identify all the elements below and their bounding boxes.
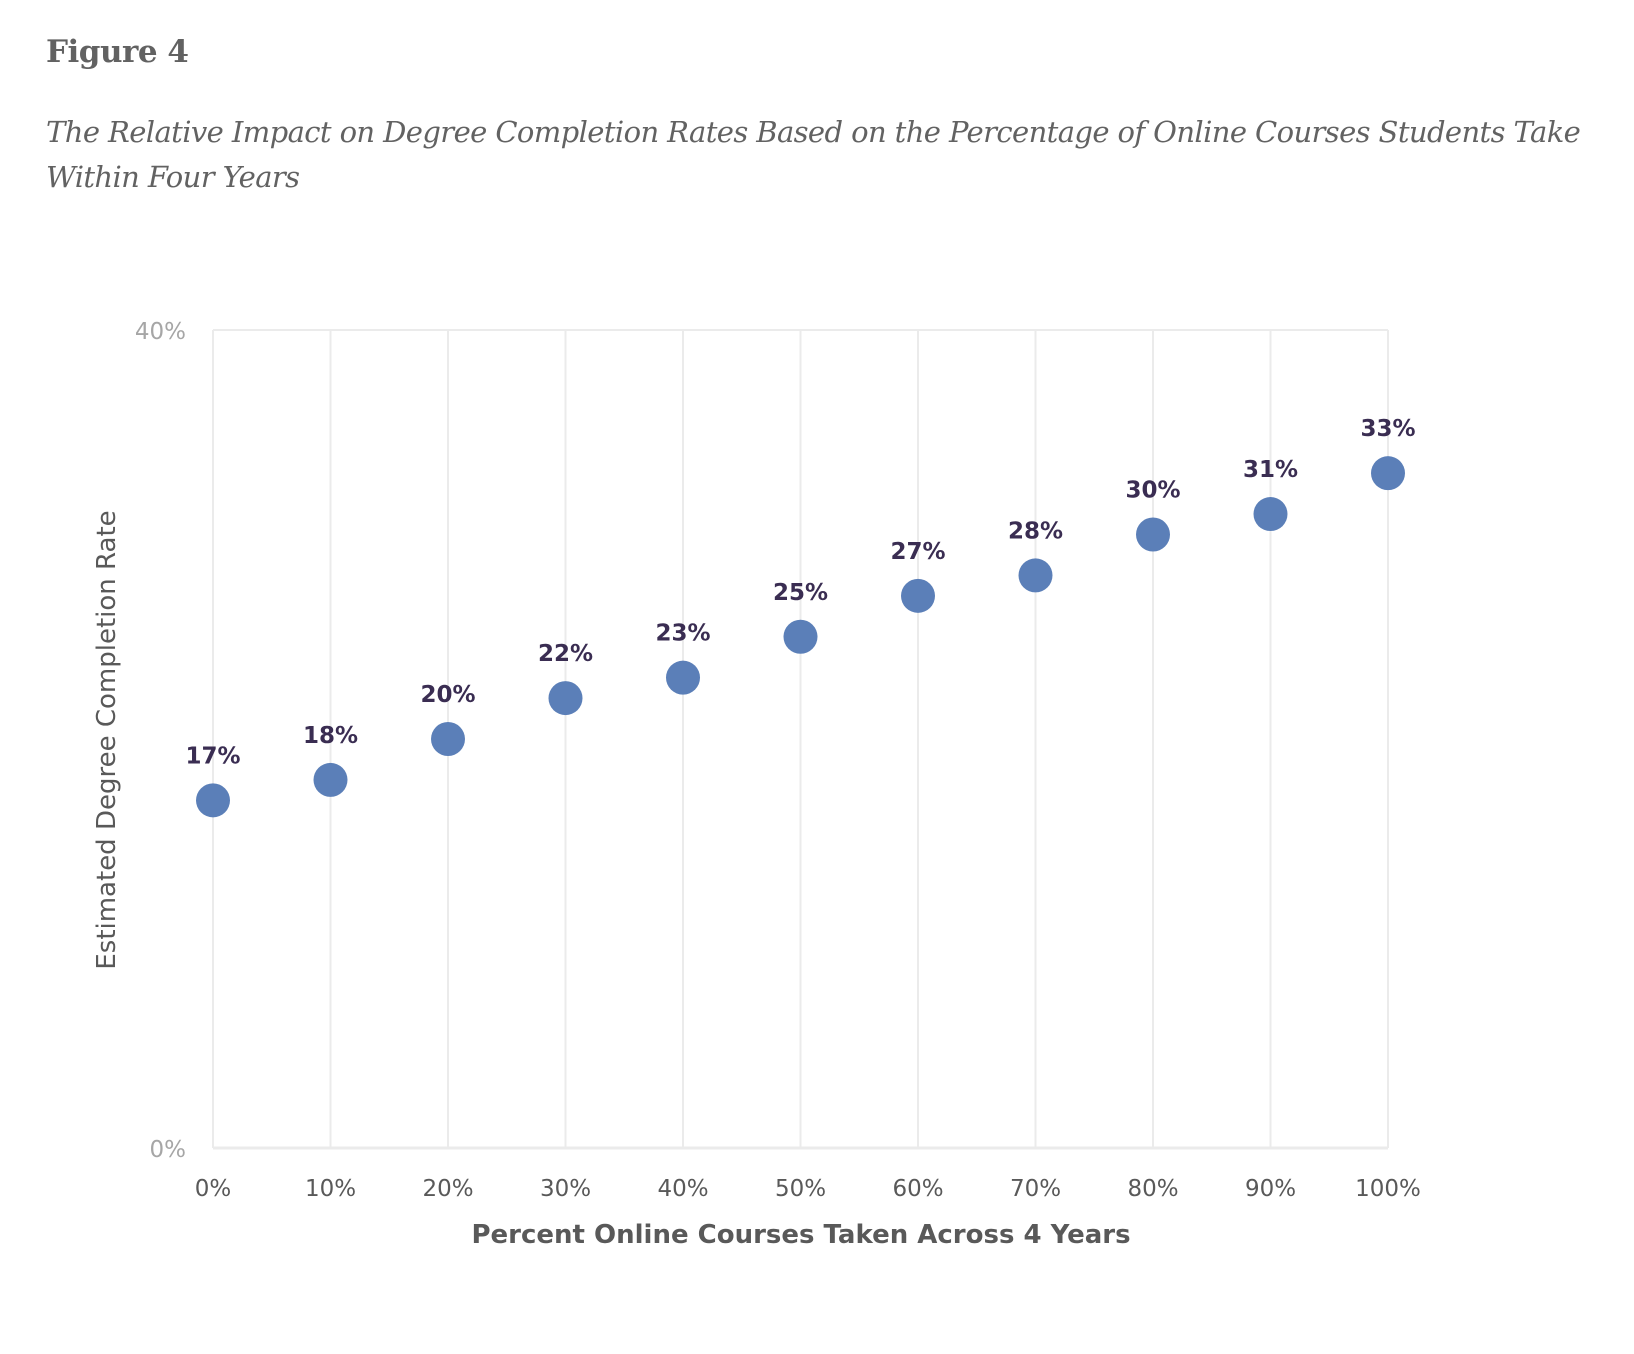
data-point: [196, 783, 230, 818]
data-point: [431, 722, 465, 756]
y-axis-title: Estimated Degree Completion Rate: [92, 510, 122, 969]
figure-title: The Relative Impact on Degree Completion…: [46, 115, 1581, 194]
x-tick-label: 90%: [1245, 1176, 1296, 1202]
data-label: 30%: [1125, 478, 1180, 504]
data-label: 31%: [1243, 457, 1298, 483]
x-tick-label: 80%: [1127, 1176, 1178, 1202]
data-point: [1136, 517, 1170, 552]
x-tick-label: 40%: [657, 1176, 708, 1202]
x-tick-label: 10%: [305, 1176, 356, 1202]
x-tick-label: 100%: [1355, 1176, 1421, 1202]
x-axis-ticks: 0% 10% 20% 30% 40% 50% 60% 70% 80% 90% 100%: [195, 1176, 1421, 1202]
data-points: [196, 456, 1405, 818]
x-axis-title: Percent Online Courses Taken Across 4 Ye…: [471, 1220, 1130, 1250]
data-point: [1253, 497, 1288, 532]
data-labels: 17% 18% 20% 22% 23% 25% 27% 28% 30% 31% 33%: [185, 416, 1415, 769]
x-tick-label: 70%: [1010, 1176, 1061, 1202]
data-label: 23%: [655, 621, 710, 647]
data-point: [901, 578, 935, 613]
data-label: 28%: [1008, 518, 1063, 544]
x-tick-label: 50%: [775, 1176, 826, 1202]
x-tick-label: 0%: [195, 1176, 232, 1202]
data-label: 22%: [538, 641, 593, 667]
data-label: 27%: [890, 539, 945, 565]
x-tick-label: 60%: [892, 1176, 943, 1202]
y-tick-label: 40%: [135, 319, 186, 345]
x-tick-label: 30%: [540, 1176, 591, 1202]
x-tick-label: 20%: [422, 1176, 473, 1202]
data-point: [1018, 558, 1053, 593]
data-point: [548, 681, 583, 716]
data-label: 17%: [185, 743, 240, 769]
y-axis-ticks: 0% 40%: [135, 319, 186, 1163]
data-point: [313, 762, 348, 797]
figure-label: Figure 4: [46, 34, 189, 70]
y-tick-label: 0%: [150, 1137, 187, 1163]
data-label: 25%: [773, 580, 828, 606]
data-label: 18%: [303, 723, 358, 749]
grid-lines: [212, 329, 1389, 1150]
data-point: [783, 619, 818, 654]
data-point: [666, 660, 700, 695]
data-point: [1371, 456, 1405, 491]
data-label: 20%: [420, 682, 475, 708]
data-label: 33%: [1360, 416, 1415, 442]
